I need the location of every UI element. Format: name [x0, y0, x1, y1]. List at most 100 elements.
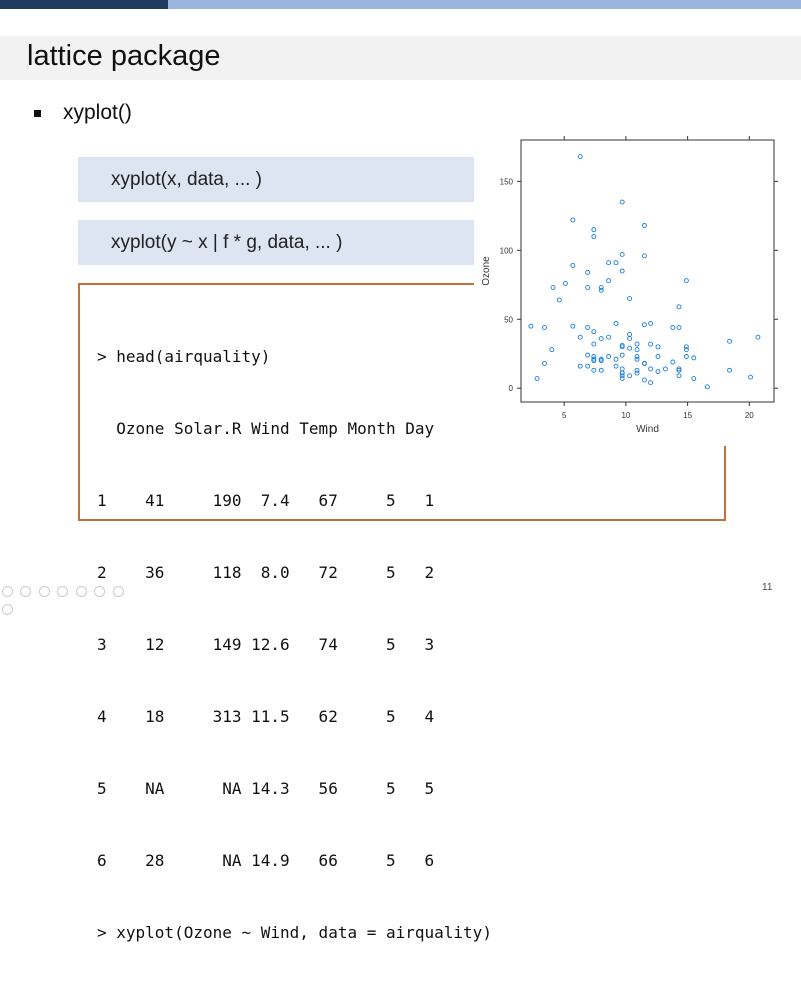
data-point [641, 377, 647, 383]
data-point [606, 278, 612, 284]
data-point [606, 260, 612, 266]
data-point [598, 285, 604, 290]
data-point [655, 354, 661, 359]
data-point [562, 280, 568, 286]
data-point [704, 384, 710, 390]
data-point [613, 320, 619, 326]
data-point [727, 367, 733, 373]
data-point [619, 252, 625, 257]
top-accent-dark [0, 0, 168, 9]
x-tick-label: 20 [745, 411, 754, 420]
data-point [683, 278, 689, 284]
data-point [577, 154, 583, 159]
title-band [0, 36, 801, 80]
data-point [619, 366, 625, 372]
data-point [641, 322, 647, 328]
data-point [591, 367, 597, 373]
data-point [676, 373, 682, 379]
x-axis-label: Wind [636, 424, 659, 435]
data-point [670, 359, 676, 365]
data-point [613, 363, 619, 369]
data-point [619, 343, 625, 348]
data-point [619, 373, 625, 379]
data-point [641, 223, 647, 228]
data-point [634, 354, 640, 359]
data-point [619, 268, 625, 274]
data-point [598, 358, 604, 364]
data-point [550, 285, 556, 290]
data-point [676, 366, 682, 372]
data-point [591, 341, 597, 347]
data-point [727, 338, 733, 344]
data-point [627, 345, 633, 351]
data-point [598, 287, 604, 293]
data-point [634, 367, 640, 373]
data-point [591, 227, 597, 233]
data-point [549, 347, 555, 353]
console-line: 2 36 118 8.0 72 5 2 [97, 563, 435, 582]
console-line: > head(airquality) [97, 347, 271, 366]
data-point [655, 369, 661, 375]
console-line: 4 18 313 11.5 62 5 4 [97, 707, 435, 726]
data-point [591, 234, 597, 239]
code-box-2: xyplot(y ~ x | f * g, data, ... ) [78, 220, 474, 265]
data-point [748, 374, 754, 380]
data-point [691, 355, 697, 361]
data-point [683, 354, 689, 359]
x-tick-label: 15 [683, 411, 692, 420]
data-point [755, 334, 761, 340]
data-point [570, 217, 576, 223]
data-point [556, 297, 562, 303]
data-point [591, 354, 597, 359]
bullet-marker [34, 110, 41, 117]
data-point [634, 347, 640, 353]
data-point [676, 325, 682, 330]
data-point [634, 341, 640, 347]
data-point [613, 260, 619, 266]
data-point [627, 336, 633, 342]
data-point [641, 253, 647, 259]
page-number: 11 [762, 582, 773, 593]
data-point [598, 367, 604, 373]
data-point [598, 336, 604, 342]
plot-panel-border [520, 139, 775, 403]
data-point [648, 366, 654, 372]
y-tick-label: 50 [504, 315, 513, 324]
data-point [585, 269, 591, 275]
slide-title: lattice package [27, 40, 221, 72]
data-point [619, 199, 625, 205]
data-point [585, 325, 591, 330]
slide-nav-icons[interactable] [2, 584, 132, 615]
xyplot-chart: 5 10 15 20 0 50 100 150 Wind Ozone [474, 128, 780, 446]
data-point [670, 325, 676, 330]
data-point [691, 376, 697, 382]
console-line: 5 NA NA 14.3 56 5 5 [97, 779, 435, 798]
data-point [627, 373, 633, 379]
data-point [655, 344, 661, 350]
data-point [627, 296, 633, 302]
bullet-text: xyplot() [63, 101, 132, 124]
data-point [606, 354, 612, 359]
data-point [634, 370, 640, 376]
scatter-plot-svg: 5 10 15 20 0 50 100 150 Wind Ozone [481, 136, 778, 435]
data-point [585, 352, 591, 358]
data-point [619, 352, 625, 358]
data-point [570, 263, 576, 268]
console-line: Ozone Solar.R Wind Temp Month Day [97, 419, 435, 438]
data-point [648, 341, 654, 347]
data-point [613, 356, 619, 362]
code-box-1: xyplot(x, data, ... ) [78, 157, 474, 202]
data-point [683, 344, 689, 350]
data-point [627, 331, 633, 337]
console-line: > xyplot(Ozone ~ Wind, data = airquality… [97, 923, 492, 942]
x-tick-label: 5 [562, 411, 567, 420]
nav-circle-icon[interactable] [2, 604, 13, 615]
y-tick-label: 150 [500, 177, 514, 186]
data-point [534, 376, 540, 382]
data-point [662, 366, 668, 372]
data-point [585, 363, 591, 369]
data-point [528, 323, 534, 329]
data-point [676, 304, 682, 310]
y-tick-label: 100 [500, 246, 514, 255]
y-axis-label: Ozone [481, 256, 492, 286]
